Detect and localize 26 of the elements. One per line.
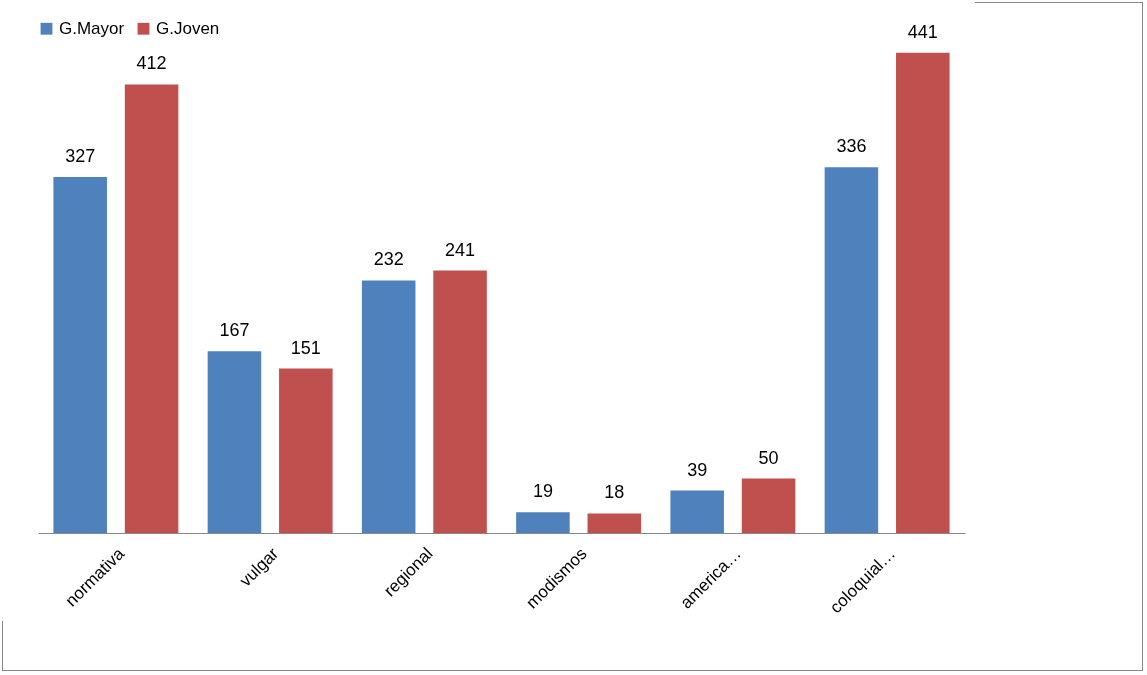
data-label: 167 [219,320,250,341]
bar [587,513,642,533]
bar [124,84,179,533]
bar [361,280,416,533]
data-label: 336 [836,136,867,157]
bar [53,176,107,533]
bar [670,490,724,533]
data-label: 241 [445,239,476,260]
bar [207,351,262,533]
data-label: 18 [604,482,625,503]
data-label: 19 [532,481,553,502]
bar [824,167,879,533]
data-label: 50 [758,447,779,468]
bar [433,270,487,533]
bar [896,52,950,533]
legend-label: G.Mayor [59,18,125,38]
data-label: 327 [65,145,96,166]
data-label: 39 [687,459,708,480]
bar [279,368,333,533]
data-label: 151 [290,337,321,358]
legend-label: G.Joven [156,18,220,38]
bar [516,512,570,533]
data-label: 412 [136,53,167,74]
bar [741,478,796,533]
data-label: 232 [373,249,404,270]
data-label: 441 [907,21,938,42]
